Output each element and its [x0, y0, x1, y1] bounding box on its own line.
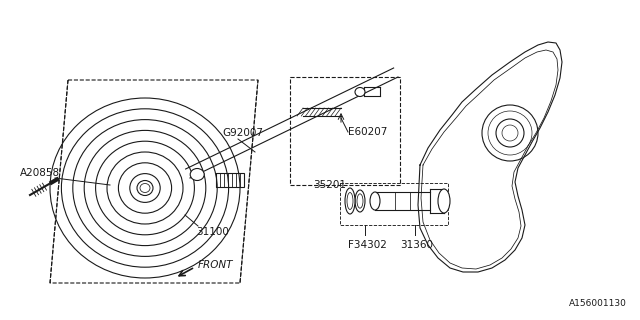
Text: E60207: E60207: [348, 127, 387, 137]
Ellipse shape: [355, 87, 365, 97]
Text: G92007: G92007: [222, 128, 263, 138]
Text: A156001130: A156001130: [569, 299, 627, 308]
Ellipse shape: [345, 188, 355, 214]
Ellipse shape: [438, 189, 450, 213]
Ellipse shape: [357, 194, 363, 208]
Ellipse shape: [355, 190, 365, 212]
Text: F34302: F34302: [348, 240, 387, 250]
Text: 31360: 31360: [400, 240, 433, 250]
Text: FRONT: FRONT: [198, 260, 234, 270]
Bar: [216, 173, 244, 187]
Text: 31100: 31100: [196, 227, 229, 237]
Ellipse shape: [370, 192, 380, 210]
Text: A20858: A20858: [20, 168, 60, 178]
Text: 35201: 35201: [314, 180, 346, 190]
Ellipse shape: [190, 169, 204, 180]
Ellipse shape: [347, 193, 353, 210]
